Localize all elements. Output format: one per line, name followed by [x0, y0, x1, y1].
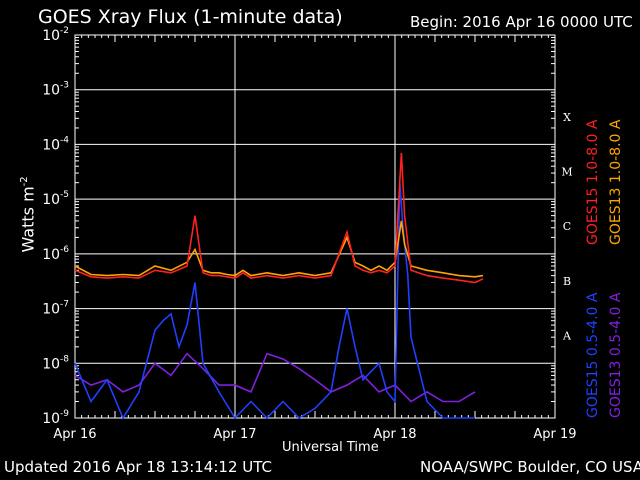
- page-title: GOES Xray Flux (1-minute data): [38, 6, 343, 28]
- y-tick-label: 10-5: [42, 190, 69, 208]
- flare-class-label: B: [563, 275, 571, 288]
- y-axis-label-exponent: -2: [19, 176, 31, 187]
- flare-class-label: M: [561, 166, 572, 179]
- flare-class-label: A: [562, 330, 572, 343]
- updated-timestamp: Updated 2016 Apr 18 13:14:12 UTC: [4, 458, 273, 476]
- flare-class-label: C: [563, 220, 571, 233]
- legend-goes15-short: GOES15 0.5-4.0 A: [585, 292, 601, 418]
- y-axis-label-text: Watts m: [18, 186, 38, 253]
- y-tick-label: 10-9: [42, 409, 69, 427]
- begin-timestamp: Begin: 2016 Apr 16 0000 UTC: [410, 13, 633, 31]
- x-tick-label: Apr 19: [533, 427, 576, 442]
- y-axis-label: Watts m-2: [19, 176, 38, 252]
- series-line: [74, 182, 475, 420]
- y-tick-label: 10-4: [42, 135, 69, 153]
- y-tick-label: 10-8: [42, 354, 69, 372]
- series-line: [74, 152, 484, 284]
- x-tick-label: Apr 18: [373, 427, 416, 442]
- legend-goes13-short: GOES13 0.5-4.0 A: [608, 292, 624, 418]
- flare-class-label: X: [563, 111, 571, 124]
- legend-goes13-long: GOES13 1.0-8.0 A: [608, 119, 624, 245]
- y-tick-label: 10-2: [42, 26, 69, 44]
- x-tick-label: Apr 16: [53, 427, 96, 442]
- series-line: [74, 220, 484, 278]
- y-tick-label: 10-6: [42, 245, 69, 263]
- x-tick-label: Apr 17: [213, 427, 256, 442]
- y-tick-label: 10-3: [42, 81, 69, 99]
- x-axis-label: Universal Time: [282, 440, 379, 455]
- credit-text: NOAA/SWPC Boulder, CO USA: [420, 458, 640, 476]
- legend-goes15-long: GOES15 1.0-8.0 A: [585, 119, 601, 245]
- y-tick-label: 10-7: [42, 300, 69, 318]
- series-line: [74, 352, 476, 403]
